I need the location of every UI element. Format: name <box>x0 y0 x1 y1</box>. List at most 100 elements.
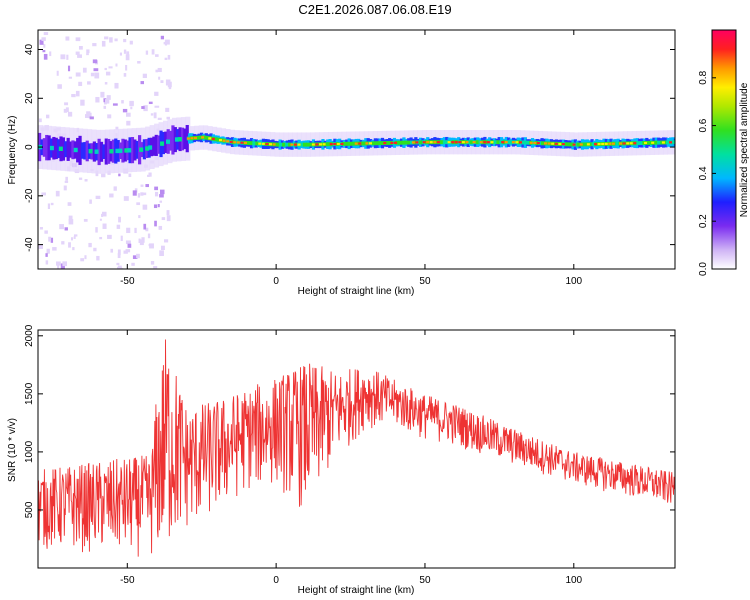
heatmap-speckle <box>113 186 117 191</box>
heatmap-peak <box>383 141 387 145</box>
heatmap-peak <box>201 136 205 139</box>
heatmap-speckle <box>93 68 99 72</box>
heatmap-peak <box>190 137 194 140</box>
heatmap-peak <box>483 141 487 144</box>
heatmap-speckle <box>41 192 46 196</box>
heatmap-core <box>395 140 400 145</box>
heatmap-speckle <box>141 106 145 109</box>
heatmap-core <box>520 140 525 145</box>
heatmap-speckle <box>43 44 46 48</box>
colorbar-tick-label: 0.4 <box>698 166 709 180</box>
heatmap-peak <box>415 141 419 144</box>
heatmap-band <box>135 140 139 159</box>
heatmap-speckle <box>126 51 130 57</box>
heatmap-band <box>45 134 49 161</box>
heatmap-speckle <box>132 255 138 259</box>
heatmap-speckle <box>104 67 107 71</box>
heatmap-speckle <box>105 71 111 76</box>
heatmap-core <box>672 140 675 145</box>
heatmap-speckle <box>160 35 165 40</box>
heatmap-peak <box>433 141 437 144</box>
heatmap-speckle <box>164 239 169 243</box>
heatmap-speckle <box>86 53 89 56</box>
heatmap-speckle <box>44 230 48 234</box>
heatmap-speckle <box>165 107 170 112</box>
heatmap-peak <box>329 143 333 146</box>
heatmap-speckle <box>125 64 128 71</box>
heatmap-core <box>323 142 328 147</box>
colorbar-tick-label: 0.2 <box>698 214 709 228</box>
heatmap-speckle <box>157 117 162 120</box>
heatmap-core <box>371 141 376 146</box>
heatmap-speckle <box>136 253 140 259</box>
heatmap-peak <box>501 141 505 144</box>
heatmap-band <box>157 135 161 154</box>
heatmap-speckle <box>107 234 112 239</box>
heatmap-peak <box>447 141 451 144</box>
heatmap-speckle <box>63 108 67 113</box>
heatmap-speckle <box>87 81 91 85</box>
heatmap-speckle <box>65 107 69 113</box>
heatmap-speckle <box>130 106 133 110</box>
heatmap-speckle <box>118 216 121 223</box>
heatmap-peak <box>479 141 483 144</box>
heatmap-core <box>302 142 307 147</box>
heatmap-core <box>576 142 581 147</box>
heatmap-core <box>94 149 99 154</box>
heatmap-core <box>639 141 644 145</box>
heatmap-speckle <box>103 105 107 109</box>
heatmap-core <box>198 135 203 140</box>
heatmap-speckle <box>143 105 148 112</box>
heatmap-speckle <box>57 84 62 89</box>
heatmap-speckle <box>145 227 149 232</box>
heatmap-peak <box>461 141 465 144</box>
heatmap-speckle <box>63 185 67 191</box>
heatmap-band <box>154 134 158 156</box>
heatmap-band <box>121 138 125 163</box>
heatmap-band <box>47 135 51 161</box>
heatmap-speckle <box>116 224 121 229</box>
heatmap-core <box>430 140 435 145</box>
heatmap-speckle <box>149 243 154 249</box>
heatmap-peak <box>318 143 322 146</box>
heatmap-speckle <box>125 240 131 245</box>
heatmap-speckle <box>165 39 170 45</box>
heatmap-speckle <box>131 262 135 266</box>
heatmap-speckle <box>50 237 54 243</box>
heatmap-speckle <box>161 217 166 221</box>
heatmap-band <box>171 125 175 155</box>
colorbar-label: Normalized spectral amplitude <box>739 82 750 217</box>
heatmap-core <box>502 140 507 145</box>
heatmap-peak <box>651 141 655 144</box>
heatmap-speckle <box>68 76 73 79</box>
heatmap-peak <box>626 142 630 145</box>
heatmap-speckle <box>142 204 148 210</box>
heatmap-speckle <box>80 99 85 106</box>
heatmap-core <box>118 148 123 153</box>
heatmap-speckle <box>123 250 128 254</box>
snr-panel: -50 0 50 100 500 1000 1500 2000 Height of strai… <box>7 324 676 596</box>
heatmap-speckle <box>73 234 78 237</box>
heatmap-core <box>648 140 653 145</box>
heatmap-speckle <box>83 218 88 222</box>
heatmap-core <box>609 141 614 146</box>
heatmap-speckle <box>140 192 144 196</box>
heatmap-speckle <box>123 73 127 77</box>
heatmap-speckle <box>101 40 106 47</box>
heatmap-speckle <box>134 227 137 234</box>
heatmap-speckle <box>48 236 52 242</box>
heatmap-peak <box>186 137 190 140</box>
heatmap-speckle <box>68 215 73 222</box>
heatmap-speckle <box>56 70 59 76</box>
heatmap-core <box>326 142 331 147</box>
heatmap-speckle <box>92 59 98 64</box>
heatmap-core <box>541 141 546 146</box>
heatmap-speckle <box>154 191 159 197</box>
heatmap-speckle <box>112 103 118 106</box>
y-tick-label: -40 <box>24 237 35 252</box>
heatmap-peak <box>426 141 430 144</box>
heatmap-peak <box>544 142 548 145</box>
heatmap-speckle <box>138 238 141 243</box>
plot2-axes: -50 0 50 100 500 1000 1500 2000 <box>24 324 675 586</box>
